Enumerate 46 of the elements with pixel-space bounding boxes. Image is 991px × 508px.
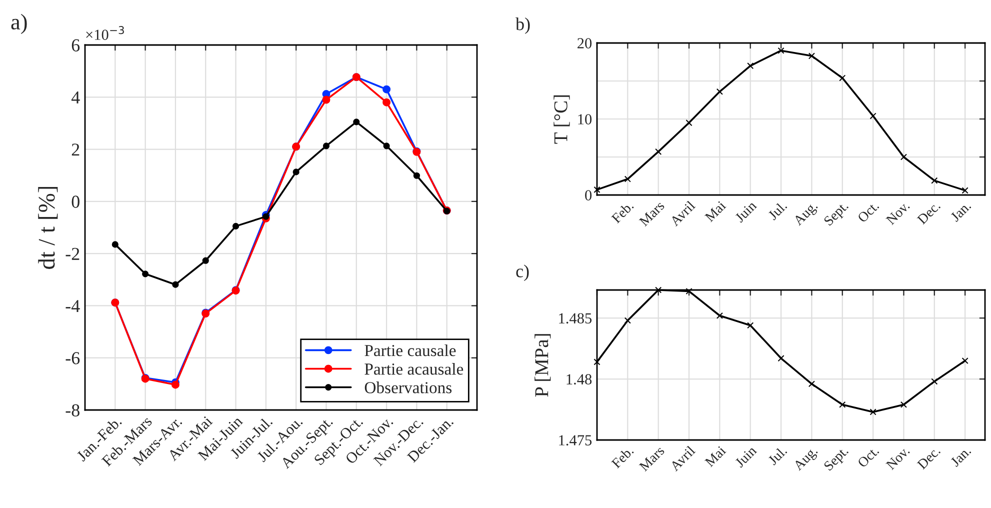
y-axis-title: dt / t [%]: [38, 186, 58, 269]
x-tick-label: Feb.: [610, 446, 634, 469]
legend-label: Partie acausale: [364, 363, 464, 375]
y-tick-label: -6: [66, 352, 80, 364]
y-tick-label: 10: [578, 114, 592, 124]
y-tick-label: -8: [66, 404, 80, 416]
x-tick-label: Dec.: [916, 200, 941, 225]
x-tick-label: Jul.: [767, 446, 788, 466]
y-axis-title: P [MPa]: [534, 334, 551, 397]
x-tick-label: Aug.: [792, 200, 820, 228]
y-tick-label: 1.475: [559, 435, 592, 446]
x-tick-label: Mai: [704, 445, 726, 468]
x-tick-label: Aug.: [792, 446, 820, 474]
x-tick-label: Nov.: [886, 200, 910, 226]
chart-title: b): [516, 18, 530, 34]
text: ×10$^{−3}$: [86, 26, 124, 40]
y-tick-label: 2: [72, 144, 80, 156]
x-tick-label: Jan.: [950, 200, 972, 222]
x-tick-label: Jan.: [950, 446, 972, 468]
y-tick-label: -2: [66, 248, 80, 260]
x-tick-label: Sept.: [823, 446, 851, 474]
x-tick-label: Juin: [734, 445, 758, 468]
x-tick-label: Oct.: [857, 200, 880, 224]
y-tick-label: -4: [66, 300, 80, 312]
chart-title: c): [516, 264, 529, 281]
legend-label: Partie causale: [364, 344, 456, 356]
y-tick-label: 0: [72, 196, 80, 208]
y-axis-title: T [°C]: [554, 95, 570, 144]
x-tick-label: Juin: [734, 200, 758, 223]
x-tick-label: Mars: [638, 200, 665, 227]
x-tick-label: Dec.: [916, 446, 941, 470]
y-tick-label: 1.48: [566, 374, 592, 385]
x-tick-label: Mars: [638, 446, 665, 472]
y-tick-label: 1.485: [559, 313, 592, 324]
x-tick-label: Oct.: [857, 446, 880, 468]
x-tick-label: Sept.: [823, 200, 851, 228]
x-tick-label: Mai: [704, 200, 726, 222]
chart-title: a): [11, 14, 27, 34]
y-tick-label: 20: [578, 38, 592, 48]
legend-label: Observations: [364, 382, 452, 394]
y-tick-label: 6: [72, 39, 80, 52]
y-tick-label: 0: [585, 190, 592, 200]
x-tick-label: Nov.: [886, 446, 910, 470]
y-tick-label: 4: [71, 92, 80, 104]
x-tick-label: Jul.: [767, 200, 788, 221]
x-tick-label: Feb.: [610, 200, 634, 224]
